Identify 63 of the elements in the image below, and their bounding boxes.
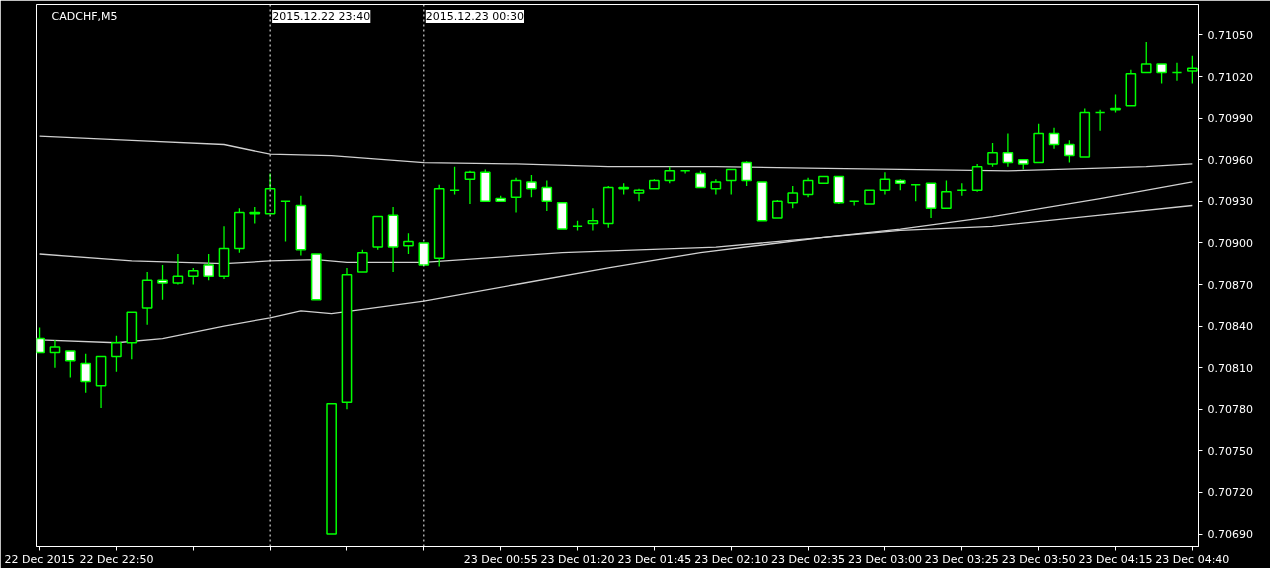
ref-line-label: 2015.12.23 00:30 bbox=[425, 9, 525, 23]
x-tick-label: 23 Dec 04:40 bbox=[1155, 552, 1230, 566]
y-tick-label: 0.70900 bbox=[1207, 236, 1253, 250]
candlestick bbox=[725, 168, 737, 196]
y-tick-label: 0.70750 bbox=[1207, 444, 1253, 458]
candlestick bbox=[356, 249, 368, 273]
candlestick bbox=[802, 177, 814, 198]
y-tick-label: 0.71020 bbox=[1207, 70, 1253, 84]
candlestick bbox=[1171, 62, 1183, 82]
candlestick bbox=[64, 350, 76, 379]
x-tick-label: 22 Dec 22:50 bbox=[79, 552, 154, 566]
candlestick bbox=[111, 335, 122, 373]
candlestick bbox=[879, 171, 891, 196]
candlestick bbox=[449, 166, 460, 196]
candlestick bbox=[541, 179, 553, 212]
y-tick-label: 0.70780 bbox=[1207, 403, 1253, 417]
candlestick bbox=[510, 177, 522, 214]
x-tick-label: 23 Dec 03:25 bbox=[924, 552, 999, 566]
candlestick bbox=[987, 142, 998, 168]
candlestick bbox=[49, 339, 61, 369]
candlestick bbox=[1048, 127, 1060, 150]
y-tick-label: 0.70990 bbox=[1207, 112, 1253, 126]
candlestick bbox=[157, 264, 168, 301]
candlestick bbox=[280, 200, 291, 243]
line-series bbox=[38, 135, 1193, 172]
y-tick-label: 0.70720 bbox=[1207, 486, 1253, 500]
candlestick bbox=[526, 174, 537, 198]
y-tick-label: 0.70840 bbox=[1207, 320, 1253, 334]
candlestick bbox=[203, 253, 215, 281]
y-tick-label: 0.70690 bbox=[1207, 528, 1253, 542]
candlestick bbox=[771, 199, 783, 219]
x-tick-label: 23 Dec 01:20 bbox=[540, 552, 615, 566]
candlestick bbox=[1140, 41, 1152, 74]
candlestick bbox=[1110, 93, 1121, 114]
y-tick-label: 0.70870 bbox=[1207, 278, 1253, 292]
candlestick bbox=[741, 160, 752, 187]
x-tick-label: 23 Dec 03:00 bbox=[847, 552, 922, 566]
text: CADCHF,M5 bbox=[51, 9, 118, 23]
candlestick bbox=[172, 253, 184, 286]
candlestick bbox=[941, 179, 952, 210]
x-tick-label: 23 Dec 02:10 bbox=[694, 552, 769, 566]
candlestick bbox=[1002, 132, 1014, 168]
candlestick bbox=[587, 207, 599, 232]
y-tick-label: 0.70810 bbox=[1207, 361, 1253, 375]
y-tick-label: 0.70960 bbox=[1207, 153, 1253, 167]
x-tick-label: 23 Dec 04:15 bbox=[1078, 552, 1153, 566]
candlestick bbox=[464, 170, 476, 205]
candlestick bbox=[1156, 63, 1167, 85]
x-tick-label: 23 Dec 03:50 bbox=[1001, 552, 1076, 566]
candlestick bbox=[971, 163, 983, 193]
x-tick-label: 23 Dec 01:45 bbox=[617, 552, 692, 566]
candlestick bbox=[1064, 139, 1075, 164]
ref-line-label: 2015.12.22 23:40 bbox=[272, 9, 371, 23]
x-tick-label: 23 Dec 00:55 bbox=[463, 552, 538, 566]
candlestick bbox=[787, 185, 799, 209]
candlestick bbox=[679, 170, 691, 175]
candlestick bbox=[1094, 109, 1106, 132]
candlestick bbox=[80, 353, 92, 394]
x-tick-label: 22 Dec 2015 bbox=[4, 552, 75, 566]
y-tick-label: 0.70930 bbox=[1207, 195, 1253, 209]
x-tick-label: 23 Dec 02:35 bbox=[771, 552, 846, 566]
candlestick bbox=[403, 232, 414, 255]
y-tick-label: 0.71050 bbox=[1207, 29, 1253, 42]
